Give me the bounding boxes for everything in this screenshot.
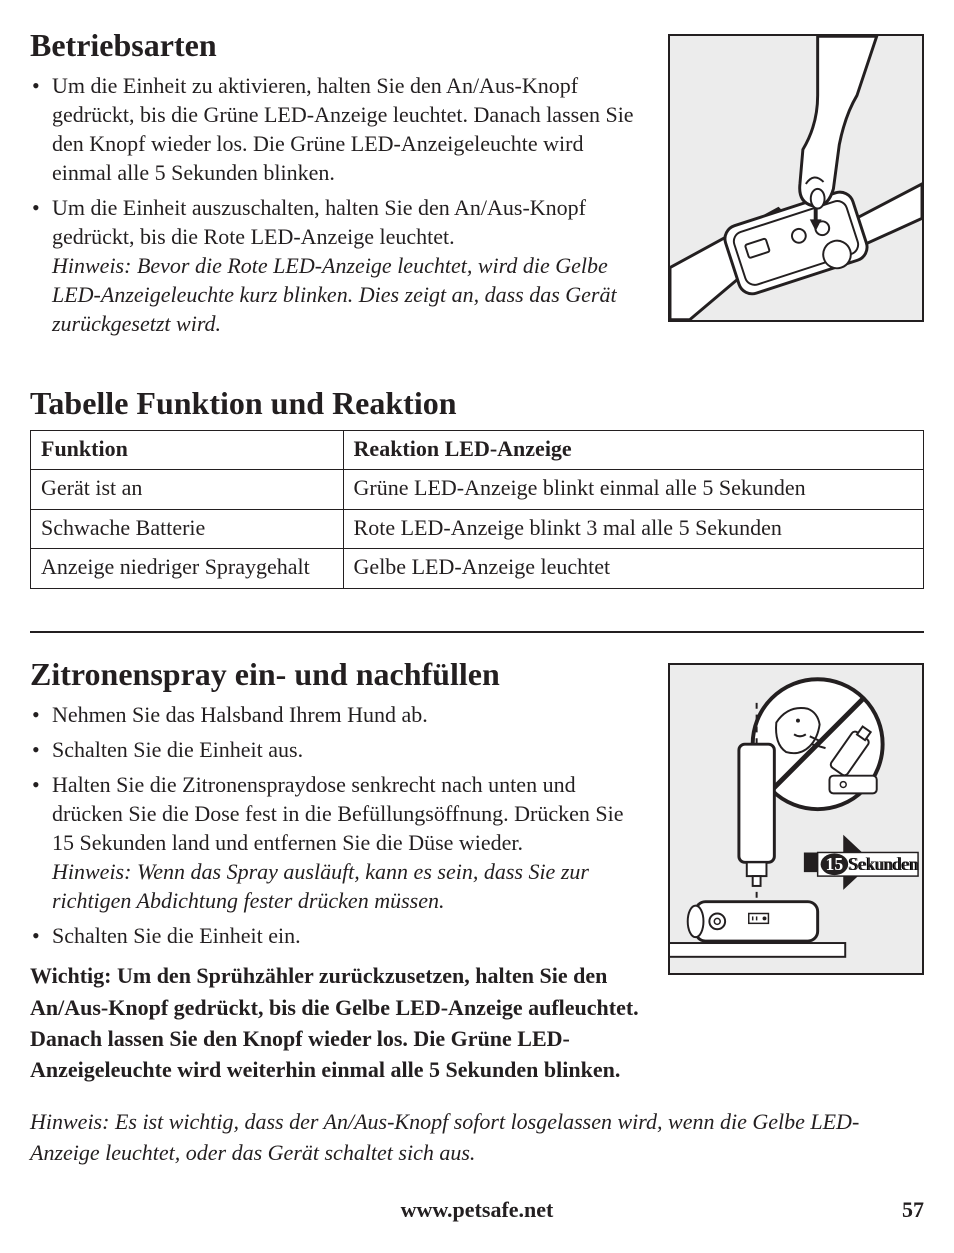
table-cell-funktion: Gerät ist an — [31, 470, 344, 510]
illustration-column — [668, 28, 924, 322]
text-column: Zitronenspray ein- und nachfüllen Nehmen… — [30, 657, 648, 1085]
svg-text:15: 15 — [826, 854, 844, 874]
bullet-text: Halten Sie die Zitronenspraydose senkrec… — [52, 772, 623, 855]
section-tabelle: Tabelle Funktion und Reaktion Funktion R… — [30, 386, 924, 589]
section-divider — [30, 631, 924, 633]
bullet-note: Hinweis: Wenn das Spray ausläuft, kann e… — [52, 859, 589, 913]
heading-tabelle: Tabelle Funktion und Reaktion — [30, 386, 924, 421]
bullet-item: Halten Sie die Zitronenspraydose senkrec… — [30, 770, 648, 915]
bullet-text: Um die Einheit zu aktivieren, halten Sie… — [52, 73, 634, 185]
bullet-text: Um die Einheit auszuschalten, halten Sie… — [52, 195, 586, 249]
bullet-item: Um die Einheit auszuschalten, halten Sie… — [30, 193, 648, 338]
bullet-list: Um die Einheit zu aktivieren, halten Sie… — [30, 71, 648, 338]
table-cell-reaktion: Rote LED-Anzeige blinkt 3 mal alle 5 Sek… — [343, 509, 923, 549]
text-column: Betriebsarten Um die Einheit zu aktivier… — [30, 28, 648, 344]
table-cell-funktion: Schwache Batterie — [31, 509, 344, 549]
section-zitronenspray: Zitronenspray ein- und nachfüllen Nehmen… — [30, 657, 924, 1168]
section-betriebsarten: Betriebsarten Um die Einheit zu aktivier… — [30, 28, 924, 344]
page-footer: www.petsafe.net 57 — [30, 1197, 924, 1223]
page-number: 57 — [902, 1197, 924, 1223]
final-note: Hinweis: Es ist wichtig, dass der An/Aus… — [30, 1107, 924, 1168]
bullet-note: Hinweis: Bevor die Rote LED-Anzeige leuc… — [52, 253, 617, 336]
bullet-text: Schalten Sie die Einheit ein. — [52, 923, 301, 948]
illustration-press-button — [668, 34, 924, 322]
table-header-row: Funktion Reaktion LED-Anzeige — [31, 430, 924, 470]
heading-betriebsarten: Betriebsarten — [30, 28, 648, 63]
table-row: Anzeige niedriger SpraygehaltGelbe LED-A… — [31, 549, 924, 589]
illustration-column: 15 Sekunden 15 Sekunden — [668, 657, 924, 975]
bullet-list: Nehmen Sie das Halsband Ihrem Hund ab. S… — [30, 700, 648, 950]
illustration-refill-spray: 15 Sekunden 15 Sekunden — [668, 663, 924, 975]
function-reaction-table: Funktion Reaktion LED-Anzeige Gerät ist … — [30, 430, 924, 589]
bullet-text: Schalten Sie die Einheit aus. — [52, 737, 303, 762]
bullet-item: Nehmen Sie das Halsband Ihrem Hund ab. — [30, 700, 648, 729]
important-note: Wichtig: Um den Sprühzähler zurückzusetz… — [30, 960, 648, 1085]
table-header-funktion: Funktion — [31, 430, 344, 470]
table-row: Gerät ist anGrüne LED-Anzeige blinkt ein… — [31, 470, 924, 510]
footer-url: www.petsafe.net — [401, 1197, 554, 1223]
bullet-text: Nehmen Sie das Halsband Ihrem Hund ab. — [52, 702, 428, 727]
heading-zitronenspray: Zitronenspray ein- und nachfüllen — [30, 657, 648, 692]
table-header-reaktion: Reaktion LED-Anzeige — [343, 430, 923, 470]
table-row: Schwache BatterieRote LED-Anzeige blinkt… — [31, 509, 924, 549]
bullet-item: Schalten Sie die Einheit aus. — [30, 735, 648, 764]
table-cell-funktion: Anzeige niedriger Spraygehalt — [31, 549, 344, 589]
bullet-item: Um die Einheit zu aktivieren, halten Sie… — [30, 71, 648, 187]
svg-text:Sekunden: Sekunden — [849, 854, 919, 874]
table-cell-reaktion: Grüne LED-Anzeige blinkt einmal alle 5 S… — [343, 470, 923, 510]
bullet-item: Schalten Sie die Einheit ein. — [30, 921, 648, 950]
table-cell-reaktion: Gelbe LED-Anzeige leuchtet — [343, 549, 923, 589]
